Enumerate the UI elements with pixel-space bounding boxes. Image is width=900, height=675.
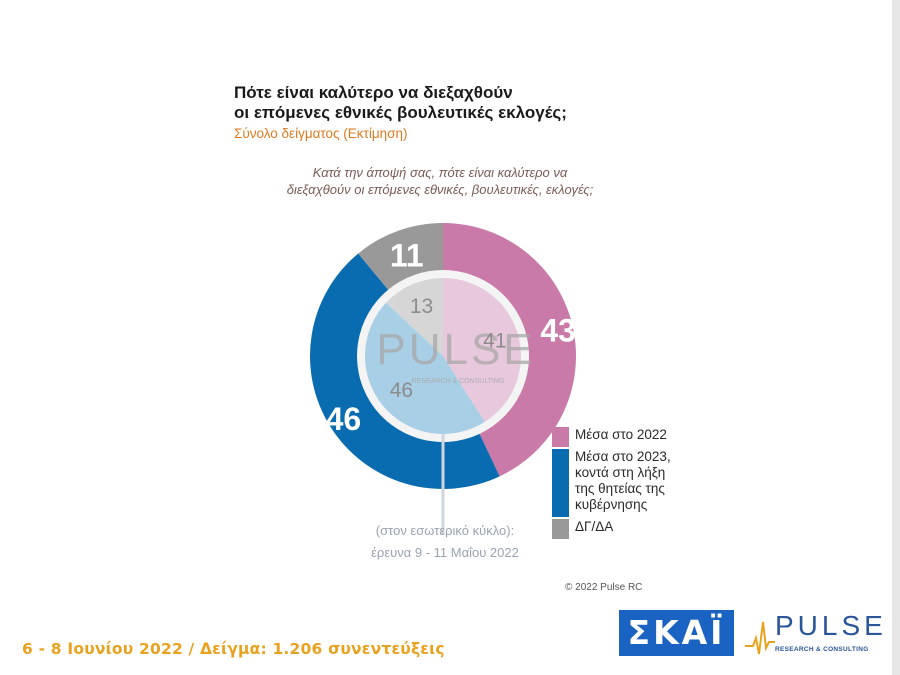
outer-slice — [358, 223, 443, 290]
pulse-logo: PULSE RESEARCH & CONSULTING — [745, 608, 883, 660]
survey-question: Κατά την άποψή σας, πότε είναι καλύτερο … — [240, 164, 640, 198]
watermark-text: PULSE — [376, 325, 535, 374]
inner-value-label: 13 — [410, 295, 433, 318]
skai-logo: ΣΚΑΪ — [619, 610, 734, 656]
inner-slice — [443, 278, 521, 422]
scrollbar-track[interactable] — [892, 0, 900, 675]
outer-value-label: 43 — [540, 312, 576, 348]
pulse-logo-sub: RESEARCH & CONSULTING — [775, 646, 869, 653]
question-line-1: Κατά την άποψή σας, πότε είναι καλύτερο … — [312, 165, 568, 180]
title-line-2: οι επόμενες εθνικές βουλευτικές εκλογές; — [234, 103, 567, 122]
legend-swatch — [552, 449, 569, 517]
pulse-logo-word: PULSE — [775, 610, 887, 641]
legend-label: Μέσα στο 2023, κοντά στη λήξη της θητείας … — [575, 449, 671, 512]
footer-survey-info: 6 - 8 Ιουνίου 2022 / Δείγμα: 1.206 συνεν… — [22, 640, 445, 658]
chart-title: Πότε είναι καλύτερο να διεξαχθούν οι επό… — [234, 83, 567, 123]
inner-note-line-2: έρευνα 9 - 11 Μαΐου 2022 — [371, 545, 519, 560]
inner-ring-note: (στον εσωτερικό κύκλο): έρευνα 9 - 11 Μα… — [330, 520, 560, 564]
pulse-wave-icon — [745, 621, 775, 655]
inner-slice — [365, 302, 485, 434]
legend-label: ΔΓ/ΔΑ — [575, 519, 614, 534]
legend-label: Μέσα στο 2022 — [575, 427, 667, 442]
inner-value-label: 46 — [390, 379, 413, 402]
chart-subtitle: Σύνολο δείγματος (Εκτίμηση) — [234, 126, 408, 141]
legend-swatch — [552, 519, 569, 539]
legend-item: Μέσα στο 2023, κοντά στη λήξη της θητείας … — [552, 449, 671, 517]
inner-value-label: 41 — [483, 329, 506, 352]
title-line-1: Πότε είναι καλύτερο να διεξαχθούν — [234, 83, 513, 102]
outer-value-label: 46 — [326, 401, 362, 437]
watermark-subtext: RESEARCH & CONSULTING — [412, 378, 505, 385]
question-line-2: διεξαχθούν οι επόμενες εθνικές, βουλευτι… — [286, 182, 594, 197]
chart-legend: Μέσα στο 2022 Μέσα στο 2023, κοντά στη λήξ… — [552, 427, 671, 541]
copyright: © 2022 Pulse RC — [565, 582, 643, 593]
inner-note-line-1: (στον εσωτερικό κύκλο): — [375, 523, 515, 538]
outer-value-label: 11 — [390, 237, 424, 273]
legend-swatch — [552, 427, 569, 447]
outer-slice — [443, 223, 576, 477]
legend-item: ΔΓ/ΔΑ — [552, 519, 671, 539]
outer-slice — [309, 253, 500, 490]
inner-slice — [386, 278, 443, 356]
legend-item: Μέσα στο 2022 — [552, 427, 671, 447]
